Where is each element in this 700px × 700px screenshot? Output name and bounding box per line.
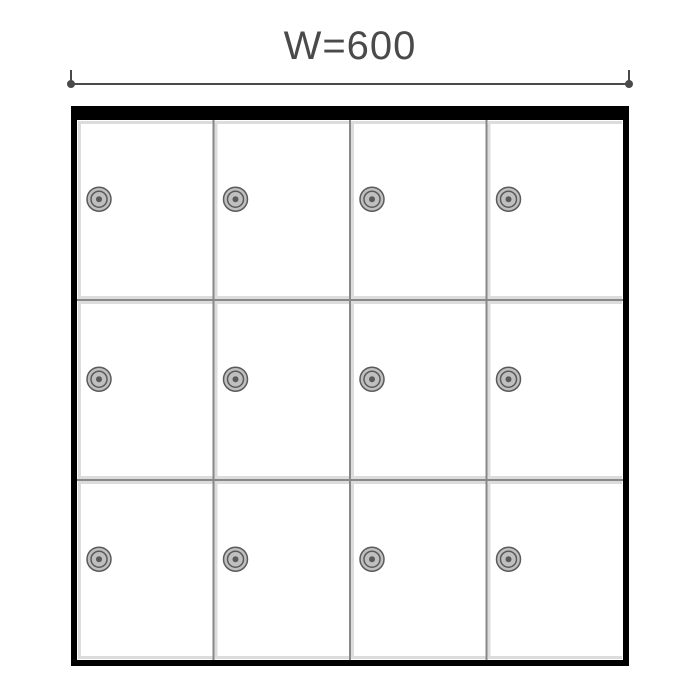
door-gap <box>488 296 623 299</box>
door-gap <box>215 121 218 299</box>
door-gap <box>78 121 81 299</box>
door-gap <box>78 296 213 299</box>
door-gap <box>351 476 486 479</box>
lock-icon <box>497 367 521 391</box>
door-gap <box>78 476 213 479</box>
lock-icon <box>87 187 111 211</box>
lock-icon <box>497 187 521 211</box>
door-gap <box>488 121 623 124</box>
door-gap <box>215 476 350 479</box>
door-gap <box>78 481 81 659</box>
lock-icon <box>87 547 111 571</box>
door-gap <box>78 301 213 304</box>
lock-icon <box>497 547 521 571</box>
door-gap <box>351 296 486 299</box>
door-gap <box>215 481 350 484</box>
door-gap <box>351 121 354 299</box>
door-gap <box>488 476 623 479</box>
door-gap <box>351 301 486 304</box>
door-gap <box>215 656 350 659</box>
door-gap <box>215 296 350 299</box>
lock-icon <box>224 547 248 571</box>
door-gap <box>78 656 213 659</box>
lock-icon <box>87 367 111 391</box>
dimension-dot-right <box>625 80 633 88</box>
door-gap <box>351 656 486 659</box>
lock-icon <box>224 187 248 211</box>
door-gap <box>215 301 350 304</box>
door-gap <box>78 481 213 484</box>
door-gap <box>488 301 491 479</box>
door-gap <box>351 481 486 484</box>
diagram-svg <box>0 0 700 700</box>
door-gap <box>215 301 218 479</box>
door-gap <box>488 481 623 484</box>
diagram-root: W=600 <box>0 0 700 700</box>
door-gap <box>78 301 81 479</box>
door-gap <box>215 481 218 659</box>
door-gap <box>488 656 623 659</box>
door-gap <box>488 481 491 659</box>
door-gap <box>78 121 213 124</box>
door-gap <box>351 121 486 124</box>
dimension-dot-left <box>67 80 75 88</box>
door-gap <box>351 301 354 479</box>
door-gap <box>488 121 491 299</box>
dimension-label: W=600 <box>0 24 700 69</box>
lock-icon <box>360 187 384 211</box>
lock-icon <box>360 367 384 391</box>
door-gap <box>215 121 350 124</box>
lock-icon <box>360 547 384 571</box>
door-gap <box>488 301 623 304</box>
door-gap <box>351 481 354 659</box>
lock-icon <box>224 367 248 391</box>
